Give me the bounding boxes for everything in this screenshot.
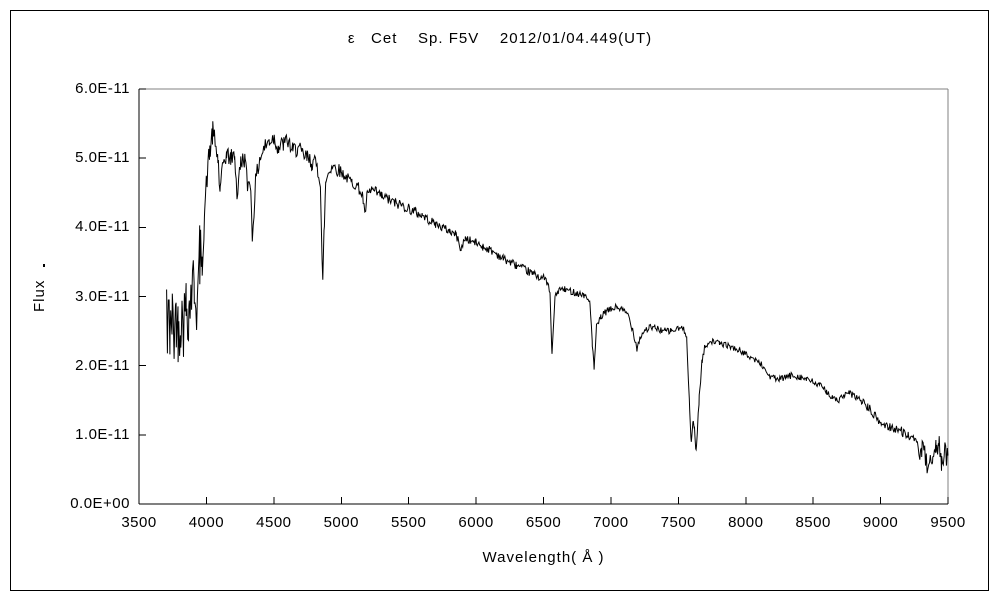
y-tick-label: 0.0E+00 bbox=[70, 495, 130, 512]
x-tick-label: 8500 bbox=[795, 514, 831, 531]
chart-title: ε Cet Sp. F5V 2012/01/04.449(UT) bbox=[347, 30, 653, 47]
x-tick-label: 9500 bbox=[930, 514, 966, 531]
y-axis-title-dot bbox=[43, 264, 45, 267]
y-tick-label: 4.0E-11 bbox=[75, 218, 130, 236]
x-tick-label: 8000 bbox=[728, 514, 764, 531]
x-tick-label: 7000 bbox=[593, 514, 629, 531]
x-tick-label: 5500 bbox=[390, 514, 427, 531]
x-tick-label: 5000 bbox=[323, 514, 359, 531]
y-tick-label: 5.0E-11 bbox=[75, 149, 130, 167]
y-tick-label: 2.0E-11 bbox=[75, 356, 130, 374]
x-tick-label: 4500 bbox=[256, 514, 292, 531]
spectrum-curve bbox=[166, 121, 949, 474]
x-tick-label: 4000 bbox=[188, 514, 225, 531]
outer-frame bbox=[10, 10, 989, 591]
y-tick-label: 3.0E-11 bbox=[75, 287, 130, 305]
x-tick-label: 7500 bbox=[660, 514, 697, 531]
x-tick-label: 6500 bbox=[525, 514, 562, 531]
x-tick-label: 6000 bbox=[458, 514, 494, 531]
x-axis-title: Wavelength( Å ) bbox=[482, 549, 605, 566]
x-tick-label: 9000 bbox=[862, 514, 899, 531]
x-tick-label: 3500 bbox=[121, 514, 157, 531]
y-tick-label: 1.0E-11 bbox=[75, 425, 130, 443]
y-tick-label: 6.0E-11 bbox=[75, 80, 130, 97]
